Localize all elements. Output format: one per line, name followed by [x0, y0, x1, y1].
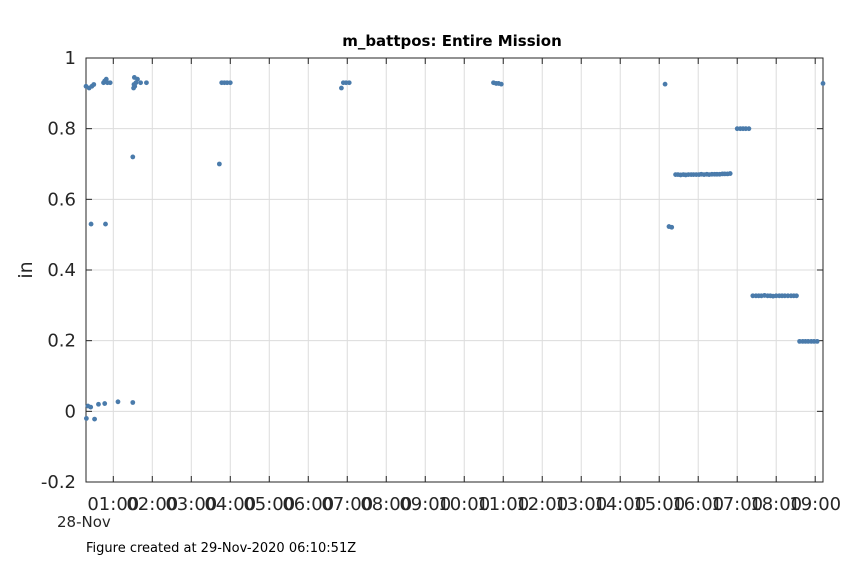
x-tick-label: 11:00	[477, 494, 529, 515]
data-point	[130, 400, 136, 405]
x-tick-label: 03:00	[165, 494, 217, 515]
data-point	[820, 81, 826, 86]
x-tick-label: 19:00	[789, 494, 841, 515]
x-tick-label: 09:00	[399, 494, 451, 515]
x-tick-label: 06:00	[282, 494, 334, 515]
y-tick-label: -0.2	[41, 472, 76, 493]
data-point	[814, 338, 820, 344]
data-point	[88, 404, 94, 410]
x-tick-label: 13:00	[555, 494, 607, 515]
x-tick-label: 01:00	[87, 494, 139, 515]
x-tick-label: 12:00	[516, 494, 568, 515]
y-tick-label: 0.2	[47, 331, 76, 352]
x-tick-label: 14:00	[594, 494, 646, 515]
x-tick-label: 05:00	[243, 494, 295, 515]
x-tick-label: 02:00	[126, 494, 178, 515]
data-point	[83, 416, 89, 421]
y-tick-label: 1	[65, 48, 76, 69]
data-point	[669, 224, 675, 230]
data-point	[115, 399, 121, 405]
data-point	[346, 80, 352, 86]
data-point	[227, 80, 233, 86]
x-tick-label: 07:00	[321, 494, 373, 515]
data-point	[96, 401, 101, 407]
y-tick-label: 0	[65, 401, 76, 422]
x-tick-label: 08:00	[360, 494, 412, 515]
figure-footer: Figure created at 29-Nov-2020 06:10:51Z	[86, 541, 357, 556]
data-point	[662, 81, 668, 87]
data-point	[102, 401, 108, 406]
data-point	[138, 80, 143, 86]
y-tick-label: 0.4	[47, 260, 76, 281]
x-tick-label: 04:00	[204, 494, 256, 515]
x-tick-label: 17:00	[711, 494, 763, 515]
data-point	[746, 126, 752, 132]
data-point	[92, 416, 97, 422]
data-point	[144, 80, 149, 86]
data-point	[103, 221, 108, 227]
chart-title: m_battpos: Entire Mission	[342, 32, 562, 50]
data-point	[498, 81, 504, 87]
data-point	[339, 85, 344, 91]
data-point	[131, 75, 137, 80]
data-point	[727, 171, 733, 176]
data-point	[107, 80, 113, 86]
data-point	[794, 293, 799, 299]
y-axis-label: in	[15, 261, 37, 278]
x-tick-label: 10:00	[438, 494, 490, 515]
data-point	[88, 221, 94, 227]
data-point	[91, 82, 97, 87]
y-tick-label: 0.8	[47, 119, 76, 140]
data-point	[130, 154, 136, 160]
x-tick-label: 18:00	[750, 494, 802, 515]
x-tick-label: 16:00	[672, 494, 724, 515]
y-tick-label: 0.6	[47, 189, 76, 210]
plot-area: -0.2 0 0.2 0.4 0.6 0.8 1 01:0002:0003:0004:0005…	[41, 48, 841, 515]
data-point	[216, 161, 222, 167]
x-tick-label: 15:00	[633, 494, 685, 515]
date-label: 28-Nov	[57, 513, 111, 531]
